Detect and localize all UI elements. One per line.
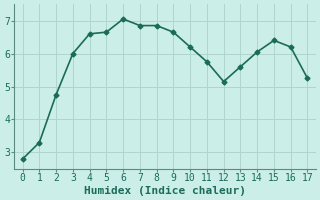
X-axis label: Humidex (Indice chaleur): Humidex (Indice chaleur): [84, 186, 246, 196]
